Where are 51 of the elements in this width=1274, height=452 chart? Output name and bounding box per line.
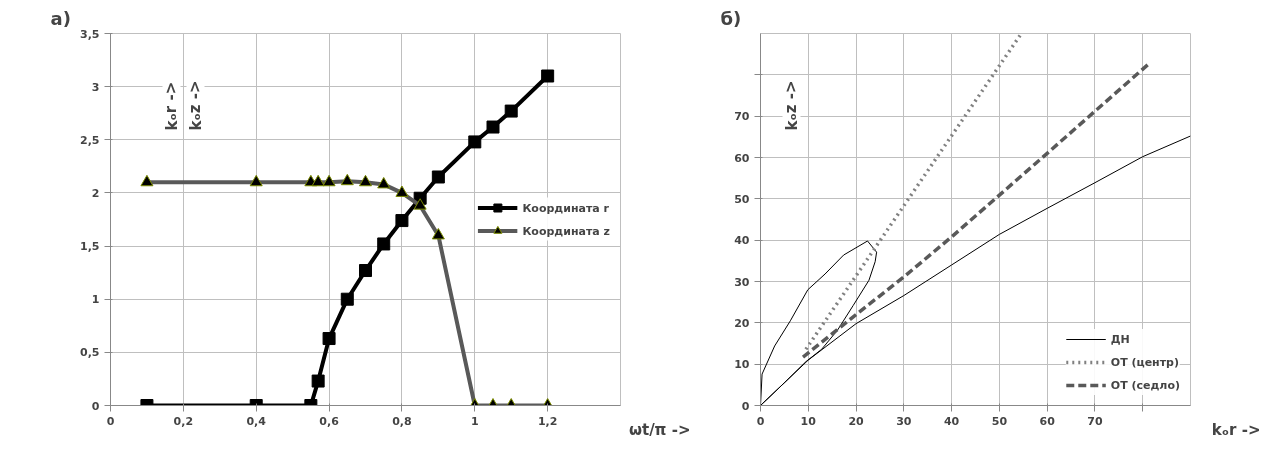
point <box>377 237 391 251</box>
y-tick-label: 0 <box>741 399 750 413</box>
y-tick-label: 1 <box>91 293 100 307</box>
point <box>541 69 555 83</box>
x-axis-title: ωt/π -> <box>628 420 691 439</box>
point <box>431 170 445 184</box>
x-tick-label: 10 <box>800 414 817 428</box>
legend-label: ОТ (центр) <box>1110 355 1179 369</box>
x-tick-label: 0,2 <box>173 414 194 428</box>
legend-label: ОТ (седло) <box>1110 378 1180 392</box>
point <box>504 104 518 118</box>
x-tick-label: 0 <box>756 414 765 428</box>
y-tick-label: 0,5 <box>80 346 100 360</box>
y-tick-label: 3,5 <box>80 27 100 41</box>
chart-title: б) <box>720 7 742 29</box>
x-tick-label: 60 <box>1039 414 1056 428</box>
x-axis-title: kₒr -> <box>1211 420 1261 439</box>
point <box>340 292 354 306</box>
x-tick-label: 0,4 <box>246 414 267 428</box>
y-tick-label: 10 <box>734 358 750 372</box>
point <box>468 135 482 149</box>
y-axis-title: kₒz -> <box>782 80 801 131</box>
x-tick-label: 40 <box>943 414 960 428</box>
y-tick-label: 2,5 <box>80 133 100 147</box>
annotation: kₒz -> <box>186 80 205 131</box>
x-tick-label: 1 <box>470 414 479 428</box>
chart-title: а) <box>50 7 71 29</box>
y-tick-label: 60 <box>734 151 750 165</box>
x-tick-label: 20 <box>848 414 865 428</box>
x-tick-label: 30 <box>896 414 912 428</box>
x-tick-label: 50 <box>991 414 1008 428</box>
legend-label: ДН <box>1110 332 1131 346</box>
y-tick-label: 50 <box>734 192 750 206</box>
y-tick-label: 20 <box>734 316 750 330</box>
legend-label: Координата r <box>522 201 610 214</box>
x-tick-label: 1,2 <box>537 414 558 428</box>
legend-label: Координата z <box>522 224 610 237</box>
x-tick-label: 0,6 <box>319 414 340 428</box>
y-axis-title: kₒr -> <box>162 81 181 131</box>
x-tick-label: 0 <box>106 414 115 428</box>
point <box>486 120 500 134</box>
y-tick-label: 3 <box>91 80 100 94</box>
y-tick-label: 1,5 <box>80 240 100 254</box>
y-tick-label: 2 <box>91 186 100 200</box>
point <box>395 214 409 228</box>
y-tick-label: 0 <box>91 399 100 413</box>
x-tick-label: 70 <box>1087 414 1103 428</box>
y-tick-label: 40 <box>734 234 750 248</box>
y-tick-label: 30 <box>734 275 750 289</box>
y-tick-label: 70 <box>734 110 750 124</box>
x-tick-label: 0,8 <box>392 414 412 428</box>
